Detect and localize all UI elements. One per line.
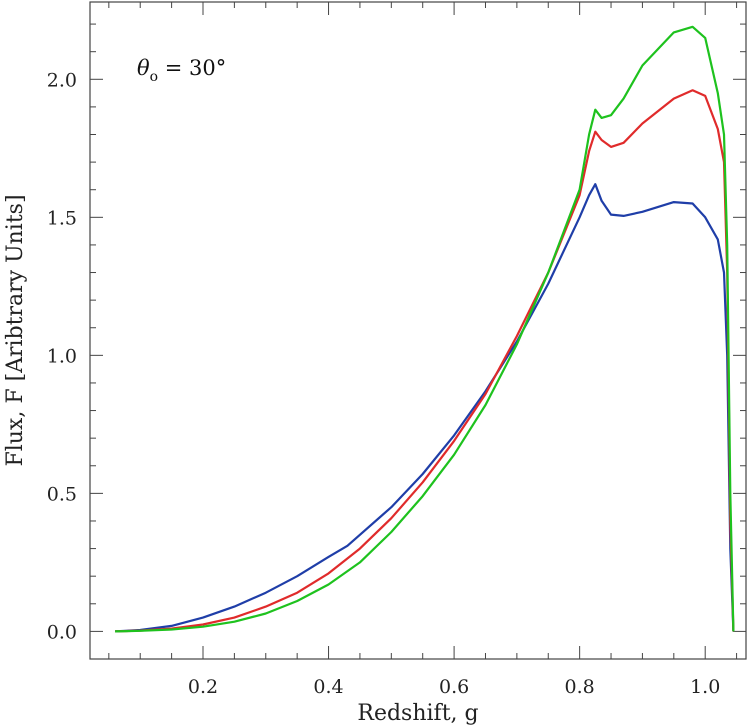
y-tick-label: 1.0 bbox=[47, 345, 77, 367]
x-axis-title: Redshift, g bbox=[357, 701, 478, 725]
x-tick-label: 0.8 bbox=[565, 676, 595, 698]
theta-symbol: θ bbox=[137, 56, 150, 80]
y-tick-label: 0.5 bbox=[47, 483, 77, 505]
x-tick-label: 0.2 bbox=[188, 676, 218, 698]
theta-annotation: θo = 30° bbox=[137, 56, 226, 85]
plot-frame bbox=[89, 1, 747, 660]
y-tick-label: 2.0 bbox=[47, 69, 77, 91]
y-tick-label: 0.0 bbox=[47, 621, 77, 643]
series-line-1 bbox=[115, 183, 735, 633]
x-tick-label: 1.0 bbox=[690, 676, 720, 698]
x-tick-label: 0.6 bbox=[439, 676, 469, 698]
theta-subscript: o bbox=[150, 69, 158, 85]
series-lines bbox=[115, 25, 735, 633]
tick-marks bbox=[90, 2, 746, 660]
y-axis-title: Flux, F [Aribtrary Units] bbox=[3, 194, 28, 466]
theta-value: = 30° bbox=[158, 56, 226, 80]
y-tick-label: 1.5 bbox=[47, 207, 77, 229]
x-tick-label: 0.4 bbox=[313, 676, 343, 698]
tick-labels: 0.2 0.4 0.6 0.8 1.0 0.0 0.5 1.0 1.5 2.0 bbox=[47, 69, 721, 698]
series-line-3 bbox=[115, 25, 735, 633]
